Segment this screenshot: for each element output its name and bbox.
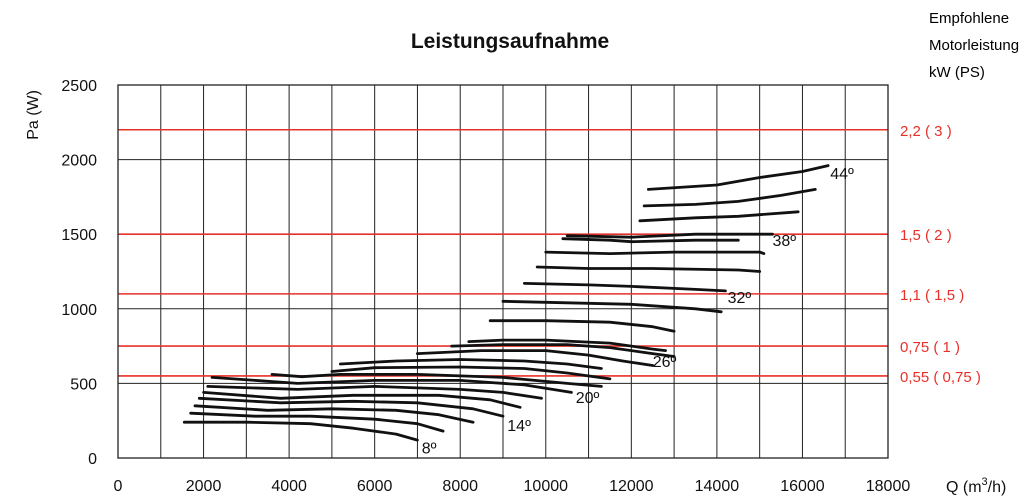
power-curve <box>467 338 667 352</box>
angle-annotation: 38º <box>773 233 797 250</box>
power-curve <box>210 376 573 394</box>
x-tick-label: 16000 <box>780 478 825 495</box>
y-tick-label: 0 <box>88 451 97 468</box>
angle-annotations: 8º 14º 20º 26º 32º 38º 44º <box>422 166 854 458</box>
x-axis-label-text: Q (m <box>946 479 982 496</box>
x-tick-label: 14000 <box>695 478 740 495</box>
side-title-line-3: kW (PS) <box>929 64 985 81</box>
motor-power-label: 0,55 ( 0,75 ) <box>900 369 981 386</box>
angle-annotation: 32º <box>728 290 752 307</box>
x-tick-label: 0 <box>114 478 123 495</box>
x-tick-label: 18000 <box>866 478 911 495</box>
power-curve <box>647 164 830 191</box>
x-axis-label-superscript: 3 <box>982 476 988 488</box>
power-curve <box>488 319 676 333</box>
power-curve <box>561 237 740 244</box>
power-curve <box>565 232 774 239</box>
x-tick-label: 2000 <box>186 478 222 495</box>
axis-ticks: 0 2000 4000 6000 8000 10000 12000 14000 16000 180… <box>61 78 910 495</box>
y-axis-label: Pa (W) <box>25 90 42 140</box>
x-tick-label: 12000 <box>609 478 654 495</box>
power-curve <box>206 385 543 400</box>
power-curve <box>270 373 603 388</box>
x-tick-label: 10000 <box>524 478 569 495</box>
power-curves <box>182 164 830 442</box>
x-tick-label: 8000 <box>442 478 478 495</box>
power-curve <box>544 250 766 255</box>
power-curve <box>193 404 475 424</box>
plot-frame <box>117 84 889 459</box>
angle-annotation: 14º <box>507 418 531 435</box>
motor-power-label: 0,75 ( 1 ) <box>900 339 960 356</box>
y-tick-label: 2500 <box>61 78 97 95</box>
motor-power-label: 2,2 ( 3 ) <box>900 123 952 140</box>
side-title-line-2: Motorleistung <box>929 37 1019 54</box>
y-tick-label: 2000 <box>61 153 97 170</box>
angle-annotation: 20º <box>576 390 600 407</box>
y-tick-label: 1500 <box>61 227 97 244</box>
power-curve <box>339 358 603 370</box>
power-curve <box>450 343 676 358</box>
angle-annotation: 8º <box>422 441 437 458</box>
x-axis-label-suffix: /h) <box>988 479 1007 496</box>
y-tick-label: 500 <box>70 376 97 393</box>
power-curve <box>197 396 505 418</box>
power-curve <box>189 411 445 433</box>
power-curve <box>535 265 762 273</box>
angle-annotation: 26º <box>653 354 677 371</box>
motor-power-label: 1,1 ( 1,5 ) <box>900 287 964 304</box>
power-curve <box>182 420 419 442</box>
x-tick-label: 6000 <box>357 478 393 495</box>
side-title-line-1: Empfohlene <box>929 10 1009 27</box>
motor-power-lines: 2,2 ( 3 ) 1,5 ( 2 ) 1,1 ( 1,5 ) 0,75 ( 1 ) 0… <box>118 123 981 386</box>
power-curve <box>642 188 817 208</box>
power-curve <box>330 365 612 381</box>
angle-annotation: 44º <box>830 166 854 183</box>
chart-title: Leistungsaufnahme <box>411 30 609 53</box>
motor-power-label: 1,5 ( 2 ) <box>900 227 952 244</box>
power-curve <box>501 299 723 314</box>
power-curve <box>202 391 522 409</box>
power-curve <box>638 210 800 223</box>
x-tick-label: 4000 <box>271 478 307 495</box>
power-curve <box>523 282 727 293</box>
y-tick-label: 1000 <box>61 302 97 319</box>
power-curve <box>416 349 655 367</box>
x-axis-label: Q (m3/h) <box>946 476 1006 496</box>
